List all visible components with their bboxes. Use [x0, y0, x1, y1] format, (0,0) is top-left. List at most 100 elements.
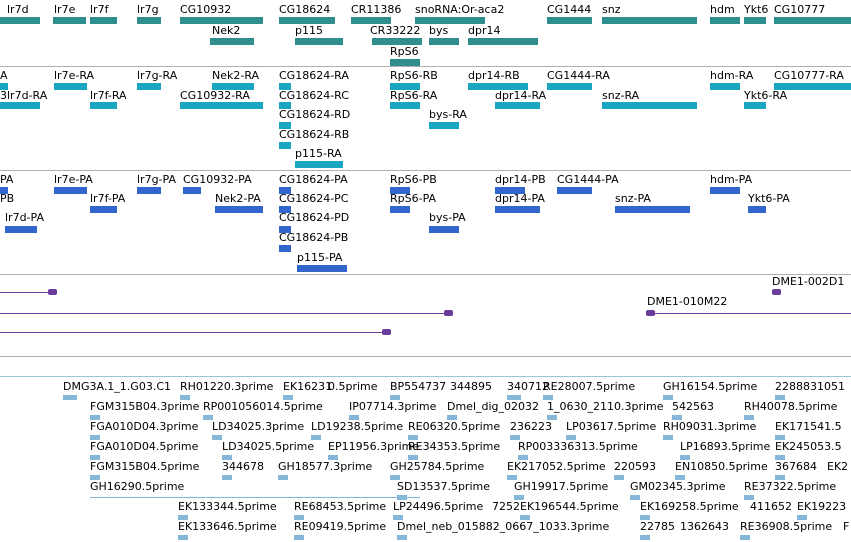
est-label[interactable]: EK16231	[283, 380, 333, 393]
transcript-feature[interactable]	[0, 102, 40, 109]
transcript-feature[interactable]	[295, 161, 343, 168]
protein-label[interactable]: Nek2-PA	[215, 192, 261, 205]
protein-feature[interactable]	[495, 206, 540, 213]
protein-label[interactable]: CG18624-PA	[279, 173, 348, 186]
est-feature[interactable]	[675, 475, 685, 480]
protein-label[interactable]: PB	[0, 192, 15, 205]
est-feature[interactable]	[775, 395, 785, 400]
transcript-feature[interactable]	[602, 102, 697, 109]
gene-feature[interactable]	[210, 38, 254, 45]
protein-label[interactable]: CG10932-PA	[183, 173, 252, 186]
est-feature[interactable]	[663, 435, 673, 440]
transcript-feature[interactable]	[90, 102, 117, 109]
transcript-label[interactable]: CG18624-RA	[279, 69, 349, 82]
est-feature[interactable]	[543, 395, 553, 400]
est-feature[interactable]	[294, 535, 304, 540]
gene-feature[interactable]	[372, 38, 422, 45]
est-feature[interactable]	[90, 435, 100, 440]
protein-feature[interactable]	[5, 226, 37, 233]
gene-feature[interactable]	[180, 17, 263, 24]
est-label[interactable]: 344678	[222, 460, 264, 473]
est-feature[interactable]	[630, 495, 640, 500]
transcript-feature[interactable]	[0, 83, 8, 90]
est-feature[interactable]	[294, 515, 304, 520]
est-label[interactable]: EK171541.5	[775, 420, 842, 433]
est-label[interactable]: 22785	[640, 520, 675, 533]
gene-feature[interactable]	[744, 17, 766, 24]
gene-feature[interactable]	[415, 17, 485, 24]
transcript-feature[interactable]	[468, 83, 528, 90]
transcript-feature[interactable]	[137, 83, 161, 90]
transcript-label[interactable]: CG10932-RA	[180, 89, 250, 102]
est-label[interactable]: FGM315B04.5prime	[90, 460, 200, 473]
gene-label[interactable]: hdm	[710, 3, 735, 16]
transcript-label[interactable]: CG18624-RD	[279, 108, 351, 121]
est-feature[interactable]	[640, 515, 650, 520]
gene-feature[interactable]	[390, 59, 420, 66]
protein-label[interactable]: PA	[0, 173, 14, 186]
est-feature[interactable]	[520, 515, 530, 520]
transcript-label[interactable]: Nek2-RA	[212, 69, 260, 82]
transcript-label[interactable]: 3lr7d-RA	[0, 89, 48, 102]
protein-feature[interactable]	[90, 206, 117, 213]
est-label[interactable]: GH19917.5prime	[514, 480, 609, 493]
est-feature[interactable]	[566, 435, 576, 440]
est-label[interactable]: EK133646.5prime	[178, 520, 277, 533]
bac-label[interactable]: DME1-002D1	[772, 275, 845, 288]
protein-feature[interactable]	[390, 187, 410, 194]
est-label[interactable]: EK245053.5	[775, 440, 842, 453]
transcript-label[interactable]: lr7e-RA	[54, 69, 95, 82]
transcript-label[interactable]: hdm-RA	[710, 69, 754, 82]
transcript-label[interactable]: bys-RA	[429, 108, 467, 121]
est-feature[interactable]	[447, 415, 457, 420]
est-feature[interactable]	[744, 415, 754, 420]
est-label[interactable]: LP24496.5prime	[393, 500, 484, 513]
bac-label[interactable]: DME1-010M22	[647, 295, 728, 308]
gene-label[interactable]: lr7g	[137, 3, 159, 16]
est-feature[interactable]	[311, 435, 321, 440]
gene-label[interactable]: Ykt6	[744, 3, 769, 16]
protein-feature[interactable]	[137, 187, 161, 194]
transcript-feature[interactable]	[279, 83, 291, 90]
gene-feature[interactable]	[137, 17, 161, 24]
transcript-label[interactable]: CG1444-RA	[547, 69, 610, 82]
est-label[interactable]: 1_0630_2110.3prime	[547, 400, 664, 413]
gene-label[interactable]: snoRNA:Or-aca2	[415, 3, 505, 16]
est-label[interactable]: FGM315B04.3prime	[90, 400, 200, 413]
gene-feature[interactable]	[429, 38, 459, 45]
transcript-feature[interactable]	[279, 122, 291, 129]
est-feature[interactable]	[744, 495, 754, 500]
protein-feature[interactable]	[0, 187, 8, 194]
protein-label[interactable]: dpr14-PB	[495, 173, 546, 186]
est-label[interactable]: EK19223	[797, 500, 847, 513]
est-feature[interactable]	[178, 515, 188, 520]
gene-label[interactable]: CG18624	[279, 3, 331, 16]
est-label[interactable]: LD34025.3prime	[212, 420, 305, 433]
protein-feature[interactable]	[183, 187, 201, 194]
est-feature[interactable]	[212, 435, 222, 440]
est-feature[interactable]	[680, 455, 690, 460]
est-feature[interactable]	[797, 515, 807, 520]
protein-feature[interactable]	[279, 226, 291, 233]
est-feature[interactable]	[349, 415, 359, 420]
est-feature[interactable]	[63, 395, 77, 400]
protein-label[interactable]: snz-PA	[615, 192, 651, 205]
est-label[interactable]: LD19238.5prime	[311, 420, 404, 433]
gene-feature[interactable]	[279, 17, 335, 24]
est-label[interactable]: 542563	[672, 400, 714, 413]
protein-feature[interactable]	[215, 206, 263, 213]
protein-label[interactable]: dpr14-PA	[495, 192, 545, 205]
est-feature[interactable]	[775, 435, 785, 440]
protein-label[interactable]: lr7d-PA	[5, 211, 44, 224]
gene-label[interactable]: CG1444	[547, 3, 592, 16]
est-feature[interactable]	[663, 395, 673, 400]
transcript-feature[interactable]	[212, 83, 254, 90]
est-label[interactable]: EK217052.5prime	[507, 460, 606, 473]
gene-label[interactable]: CR33222	[370, 24, 421, 37]
est-feature[interactable]	[222, 455, 232, 460]
transcript-feature[interactable]	[390, 102, 420, 109]
est-label[interactable]: 411652	[750, 500, 792, 513]
transcript-feature[interactable]	[279, 142, 291, 149]
transcript-feature[interactable]	[180, 102, 263, 109]
transcript-feature[interactable]	[54, 83, 87, 90]
